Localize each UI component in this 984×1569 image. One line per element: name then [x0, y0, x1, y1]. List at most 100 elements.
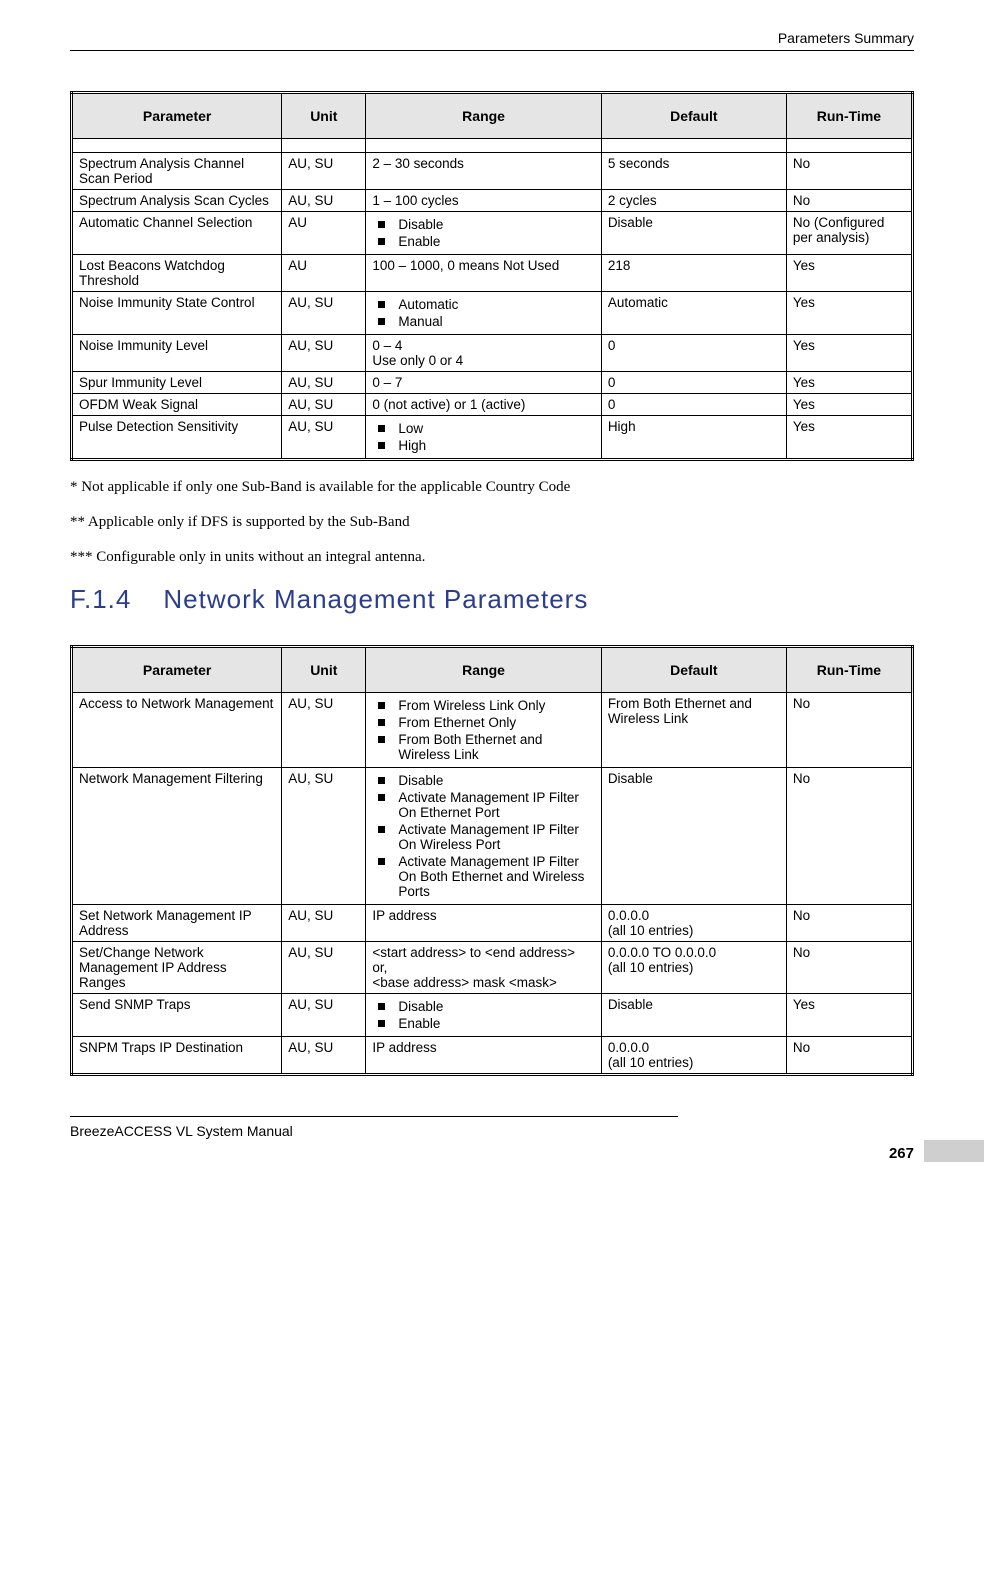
table-row: Spur Immunity LevelAU, SU0 – 70Yes [72, 372, 913, 394]
cell-unit: AU, SU [282, 942, 366, 994]
header-title: Parameters Summary [778, 30, 914, 46]
cell-unit: AU, SU [282, 190, 366, 212]
table-row: Pulse Detection SensitivityAU, SULowHigh… [72, 416, 913, 460]
table-row: SNPM Traps IP DestinationAU, SUIP addres… [72, 1037, 913, 1075]
cell-runtime: Yes [786, 994, 912, 1037]
range-list-item: Enable [376, 234, 594, 249]
table-header-row: Parameter Unit Range Default Run-Time [72, 93, 913, 139]
range-list-item: Low [376, 421, 594, 436]
cell-default: 0 [601, 372, 786, 394]
table-row: Set/Change Network Management IP Address… [72, 942, 913, 994]
cell-unit: AU, SU [282, 768, 366, 905]
cell-range: 2 – 30 seconds [366, 153, 601, 190]
cell-range: From Wireless Link OnlyFrom Ethernet Onl… [366, 693, 601, 768]
cell-range: AutomaticManual [366, 292, 601, 335]
cell-range: 0 – 4Use only 0 or 4 [366, 335, 601, 372]
cell-parameter: Spur Immunity Level [72, 372, 282, 394]
cell-default: Automatic [601, 292, 786, 335]
footnote-3: *** Configurable only in units without a… [70, 549, 914, 566]
cell-unit: AU, SU [282, 394, 366, 416]
cell-range: Low High [366, 416, 601, 460]
table-row: Spectrum Analysis Channel Scan PeriodAU,… [72, 153, 913, 190]
cell-parameter: SNPM Traps IP Destination [72, 1037, 282, 1075]
col-header-range: Range [366, 93, 601, 139]
cell-range: 100 – 1000, 0 means Not Used [366, 255, 601, 292]
cell-runtime: No [786, 768, 912, 905]
table-row: Send SNMP TrapsAU, SUDisableEnableDisabl… [72, 994, 913, 1037]
range-list: Low High [372, 421, 594, 453]
range-list: From Wireless Link OnlyFrom Ethernet Onl… [372, 698, 594, 762]
cell-parameter: Network Management Filtering [72, 768, 282, 905]
col-header-default: Default [601, 93, 786, 139]
parameters-table-1: Parameter Unit Range Default Run-Time Sp… [70, 91, 914, 461]
cell-unit: AU, SU [282, 1037, 366, 1075]
cell-parameter: Automatic Channel Selection [72, 212, 282, 255]
cell-runtime: Yes [786, 394, 912, 416]
section-title: Network Management Parameters [163, 584, 588, 614]
cell-unit: AU, SU [282, 905, 366, 942]
table-row: Spectrum Analysis Scan CyclesAU, SU1 – 1… [72, 190, 913, 212]
cell-unit: AU, SU [282, 335, 366, 372]
cell-runtime: Yes [786, 255, 912, 292]
cell-parameter: Lost Beacons Watchdog Threshold [72, 255, 282, 292]
col-header-runtime: Run-Time [786, 647, 912, 693]
cell-default: From Both Ethernet and Wireless Link [601, 693, 786, 768]
cell-default: 0.0.0.0(all 10 entries) [601, 1037, 786, 1075]
range-list-item: High [376, 438, 594, 453]
col-header-parameter: Parameter [72, 93, 282, 139]
range-list-item: Manual [376, 314, 594, 329]
col-header-default: Default [601, 647, 786, 693]
cell-default: Disable [601, 994, 786, 1037]
range-list-item: Activate Management IP Filter On Both Et… [376, 854, 594, 899]
range-list-item: From Ethernet Only [376, 715, 594, 730]
cell-unit: AU [282, 255, 366, 292]
cell-unit: AU, SU [282, 292, 366, 335]
cell-runtime: Yes [786, 292, 912, 335]
cell-range: IP address [366, 905, 601, 942]
cell-default: 0.0.0.0 TO 0.0.0.0(all 10 entries) [601, 942, 786, 994]
col-header-unit: Unit [282, 93, 366, 139]
cell-runtime: No [786, 905, 912, 942]
range-list-item: Activate Management IP Filter On Etherne… [376, 790, 594, 820]
section-number: F.1.4 [70, 584, 131, 615]
spacer-row [72, 139, 913, 153]
cell-parameter: Set Network Management IP Address [72, 905, 282, 942]
cell-range: <start address> to <end address>or,<base… [366, 942, 601, 994]
col-header-runtime: Run-Time [786, 93, 912, 139]
footer-manual-name: BreezeACCESS VL System Manual [70, 1123, 293, 1139]
cell-parameter: Send SNMP Traps [72, 994, 282, 1037]
cell-runtime: Yes [786, 416, 912, 460]
cell-range: 1 – 100 cycles [366, 190, 601, 212]
section-heading: F.1.4 Network Management Parameters [70, 584, 914, 615]
cell-range: DisableEnable [366, 994, 601, 1037]
cell-range: 0 (not active) or 1 (active) [366, 394, 601, 416]
range-list: DisableEnable [372, 999, 594, 1031]
cell-unit: AU, SU [282, 693, 366, 768]
cell-unit: AU, SU [282, 994, 366, 1037]
page-edge-mark [924, 1140, 984, 1162]
cell-parameter: Spectrum Analysis Scan Cycles [72, 190, 282, 212]
cell-unit: AU [282, 212, 366, 255]
footer-page-number: 267 [889, 1145, 914, 1162]
cell-runtime: No [786, 693, 912, 768]
range-list-item: Disable [376, 999, 594, 1014]
table-row: Access to Network ManagementAU, SUFrom W… [72, 693, 913, 768]
range-list-item: Disable [376, 773, 594, 788]
cell-runtime: No [786, 1037, 912, 1075]
cell-default: High [601, 416, 786, 460]
footer-rule [70, 1116, 678, 1117]
footnote-2: ** Applicable only if DFS is supported b… [70, 514, 914, 531]
table-row: Set Network Management IP AddressAU, SUI… [72, 905, 913, 942]
cell-parameter: OFDM Weak Signal [72, 394, 282, 416]
cell-range: 0 – 7 [366, 372, 601, 394]
table-row: Lost Beacons Watchdog ThresholdAU100 – 1… [72, 255, 913, 292]
cell-default: 0 [601, 335, 786, 372]
cell-default: 2 cycles [601, 190, 786, 212]
table-row: Network Management FilteringAU, SU Disabl… [72, 768, 913, 905]
cell-default: 218 [601, 255, 786, 292]
range-list: AutomaticManual [372, 297, 594, 329]
cell-runtime: Yes [786, 372, 912, 394]
cell-range: IP address [366, 1037, 601, 1075]
cell-default: 0 [601, 394, 786, 416]
range-list-item: Disable [376, 217, 594, 232]
